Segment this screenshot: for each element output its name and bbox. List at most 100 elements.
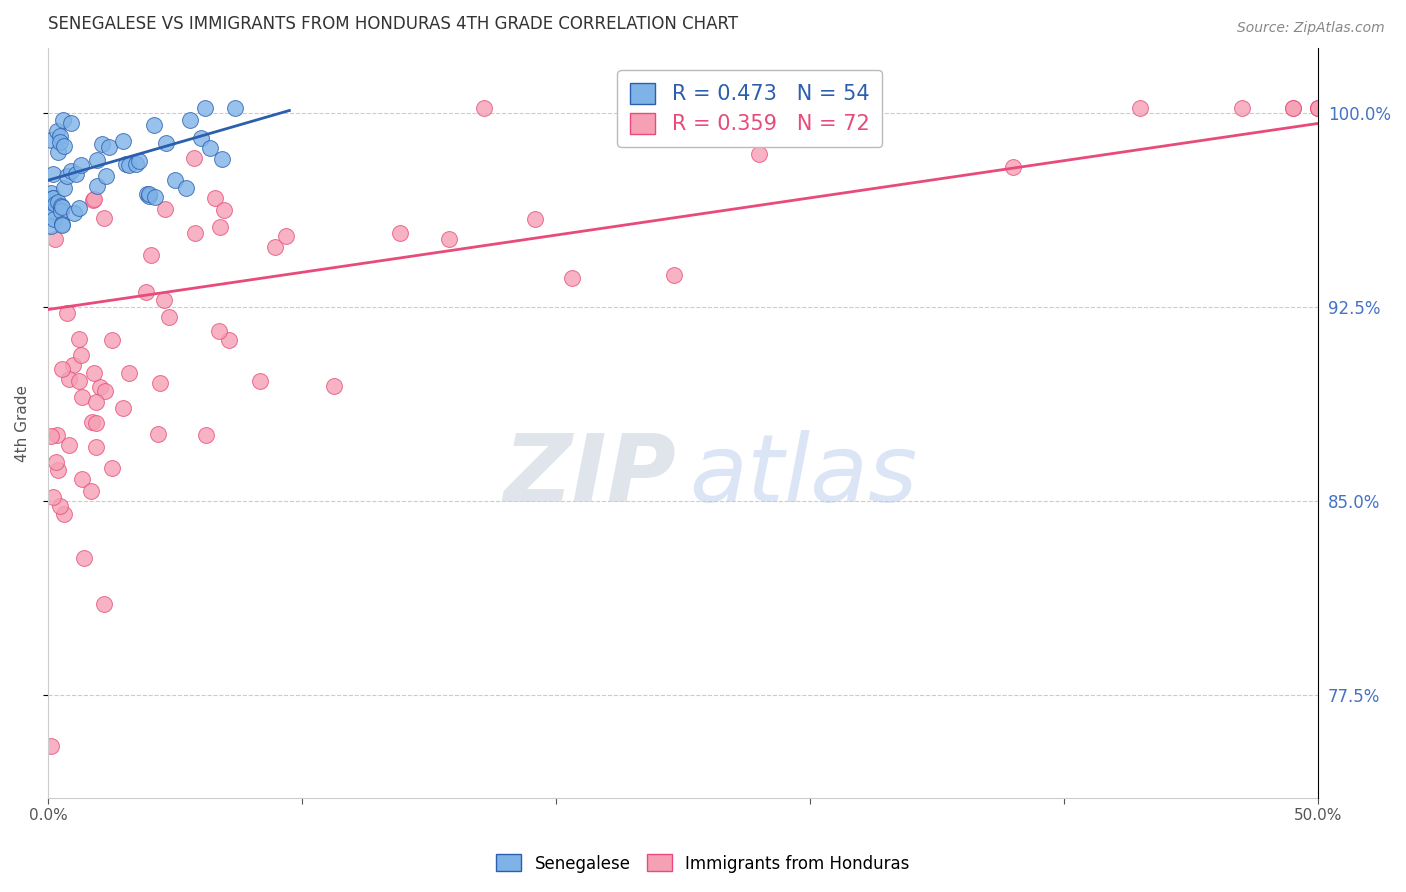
Point (93, 211, 115, 226)
Point (524, 212, 547, 227)
Point (100, 333, 122, 347)
Point (46, 145, 69, 160)
Point (83, 192, 105, 206)
Point (62, 359, 84, 373)
Point (138, 186, 160, 201)
Point (63, 206, 86, 220)
Point (138, 189, 160, 203)
Text: Source: ZipAtlas.com: Source: ZipAtlas.com (1237, 21, 1385, 35)
Point (84, 416, 107, 430)
Point (1002, 160, 1025, 174)
Point (65, 167, 87, 181)
Point (218, 333, 240, 347)
Point (49, 128, 72, 143)
Point (472, 101, 495, 115)
Point (165, 173, 187, 187)
Point (1282, 101, 1305, 115)
Point (51, 362, 73, 376)
Point (86, 178, 108, 193)
Point (89, 380, 111, 394)
Point (94, 169, 117, 183)
Point (52, 181, 75, 195)
Point (208, 324, 231, 338)
Point (84, 440, 107, 454)
Point (55, 306, 77, 320)
Point (70, 390, 93, 404)
Point (69, 374, 91, 388)
Legend: R = 0.473   N = 54, R = 0.359   N = 72: R = 0.473 N = 54, R = 0.359 N = 72 (617, 70, 882, 147)
Point (42, 191, 65, 205)
Point (1129, 101, 1152, 115)
Point (70, 348, 93, 362)
Point (51, 218, 73, 232)
Point (389, 226, 412, 240)
Point (44, 212, 66, 227)
Point (93, 597, 115, 611)
Point (211, 152, 233, 166)
Point (58, 372, 80, 386)
Point (276, 229, 298, 244)
Point (224, 101, 246, 115)
Point (146, 427, 169, 442)
Point (39, 186, 62, 200)
Point (143, 118, 166, 132)
Point (135, 187, 157, 202)
Point (49, 199, 72, 213)
Point (174, 180, 197, 194)
Point (214, 202, 236, 217)
Point (849, 101, 872, 115)
Point (128, 154, 150, 169)
Point (60, 116, 83, 130)
Point (155, 136, 177, 150)
Point (59, 164, 82, 178)
Point (46, 427, 69, 442)
Point (82, 415, 104, 429)
Point (55, 169, 77, 183)
Point (51, 200, 73, 214)
Point (111, 134, 134, 148)
Legend: Senegalese, Immigrants from Honduras: Senegalese, Immigrants from Honduras (489, 847, 917, 880)
Point (86, 395, 108, 409)
Point (45, 455, 67, 469)
Point (208, 220, 231, 235)
Point (141, 248, 163, 262)
Point (58, 438, 80, 452)
Point (249, 374, 271, 388)
Point (67, 332, 90, 346)
Point (42, 191, 65, 205)
Point (1308, 101, 1330, 115)
Point (179, 113, 201, 128)
Point (627, 101, 650, 115)
Point (94, 384, 117, 399)
Point (561, 271, 583, 285)
Point (53, 138, 76, 153)
Point (118, 157, 141, 171)
Point (83, 367, 105, 381)
Point (101, 461, 124, 475)
Point (91, 137, 114, 152)
Point (1308, 101, 1330, 115)
Point (153, 202, 176, 217)
Point (39, 195, 62, 210)
Point (51, 203, 73, 218)
Point (148, 376, 170, 391)
Point (44, 232, 66, 246)
Point (183, 151, 205, 165)
Point (46, 123, 69, 137)
Point (143, 190, 166, 204)
Point (125, 157, 148, 171)
Y-axis label: 4th Grade: 4th Grade (15, 384, 30, 462)
Point (323, 379, 346, 393)
Point (153, 293, 176, 307)
Point (70, 472, 93, 486)
Point (135, 285, 157, 300)
Point (70, 158, 93, 172)
Point (52, 507, 75, 521)
Point (98, 140, 121, 154)
Text: ZIP: ZIP (503, 430, 676, 522)
Point (49, 135, 72, 149)
Point (73, 550, 96, 565)
Point (111, 401, 134, 415)
Point (39, 219, 62, 234)
Point (194, 428, 217, 442)
